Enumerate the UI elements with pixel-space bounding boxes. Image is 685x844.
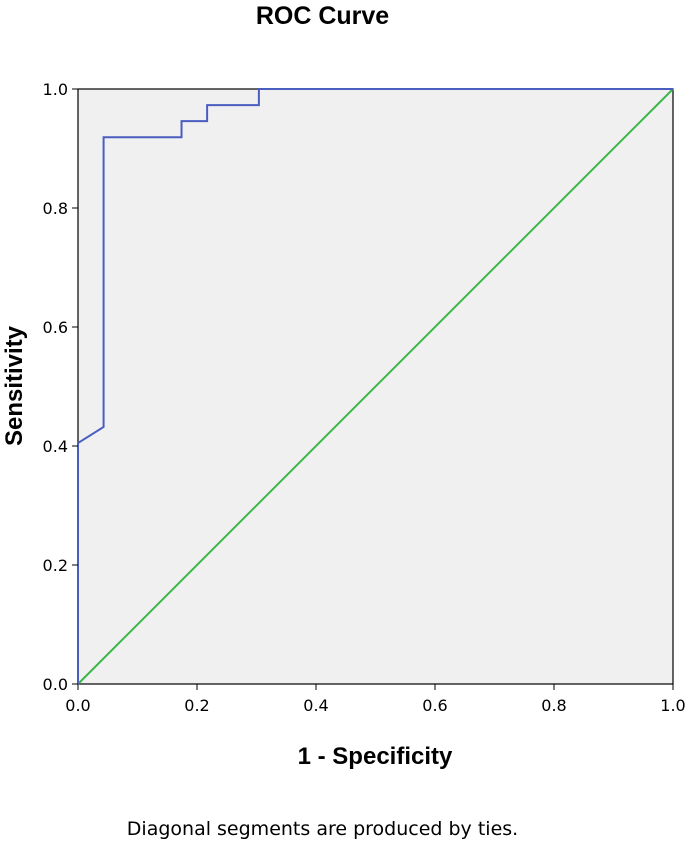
reference-diagonal-line bbox=[77, 88, 674, 685]
chart-footnote: Diagonal segments are produced by ties. bbox=[126, 818, 519, 840]
y-axis-title: Sensitivity bbox=[1, 325, 28, 446]
x-tick-label: 0.4 bbox=[303, 696, 328, 715]
chart-marks bbox=[77, 88, 674, 685]
y-tick-label: 1.0 bbox=[43, 80, 68, 99]
x-tick-label: 0.0 bbox=[65, 696, 90, 715]
chart-title: ROC Curve bbox=[255, 2, 390, 30]
roc-curve-line bbox=[77, 88, 673, 684]
x-axis: 0.0 0.2 0.4 0.6 0.8 1.0 bbox=[65, 684, 685, 715]
x-tick-label: 1.0 bbox=[660, 696, 685, 715]
y-tick-label: 0.6 bbox=[43, 318, 68, 337]
x-tick-label: 0.2 bbox=[184, 696, 209, 715]
y-tick-label: 0.0 bbox=[43, 675, 68, 694]
x-tick-label: 0.6 bbox=[422, 696, 447, 715]
y-tick-label: 0.8 bbox=[43, 199, 68, 218]
y-tick-label: 0.2 bbox=[43, 556, 68, 575]
x-tick-label: 0.8 bbox=[541, 696, 566, 715]
y-axis: 0.0 0.2 0.4 0.6 0.8 1.0 bbox=[43, 80, 78, 694]
x-axis-title: 1 - Specificity bbox=[298, 743, 453, 770]
y-tick-label: 0.4 bbox=[43, 437, 68, 456]
